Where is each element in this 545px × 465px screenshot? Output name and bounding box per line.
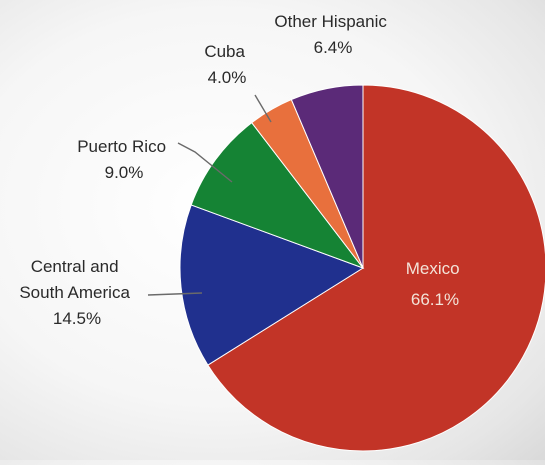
slice-value-puerto-rico: 9.0% xyxy=(105,163,144,182)
slice-name-puerto-rico: Puerto Rico xyxy=(77,137,166,156)
slice-value-central-south-america: 14.5% xyxy=(53,309,101,328)
slice-label-central-south-america: Central and South America 14.5% xyxy=(19,257,134,328)
slice-name-mexico: Mexico xyxy=(406,259,460,278)
slice-value-mexico: 66.1% xyxy=(411,290,459,309)
leader-lines xyxy=(147,94,272,296)
pie-slice-central-and-south-america xyxy=(179,204,365,366)
slice-label-cuba: Cuba 4.0% xyxy=(204,42,249,87)
pie-slices xyxy=(179,84,545,452)
slice-name-cuba: Cuba xyxy=(204,42,245,61)
leader-line-central-south-america xyxy=(147,292,203,296)
slice-label-other-hispanic: Other Hispanic 6.4% xyxy=(274,12,391,57)
slice-labels: Mexico 66.1% Central and South America 1… xyxy=(19,12,465,328)
slice-value-other-hispanic: 6.4% xyxy=(314,38,353,57)
leader-line-cuba xyxy=(254,94,272,123)
pie-slice-mexico xyxy=(207,84,545,452)
pie-slice-puerto-rico xyxy=(190,121,365,270)
slice-name-central-south-america-line2: South America xyxy=(19,283,130,302)
pie-slice-other-hispanic xyxy=(290,84,364,269)
slice-label-mexico: Mexico 66.1% xyxy=(406,259,465,309)
slice-name-central-south-america-line1: Central and xyxy=(31,257,119,276)
slice-value-cuba: 4.0% xyxy=(208,68,247,87)
leader-line-puerto-rico xyxy=(177,142,233,183)
slice-label-puerto-rico: Puerto Rico 9.0% xyxy=(77,137,171,182)
slice-name-other-hispanic: Other Hispanic xyxy=(274,12,387,31)
